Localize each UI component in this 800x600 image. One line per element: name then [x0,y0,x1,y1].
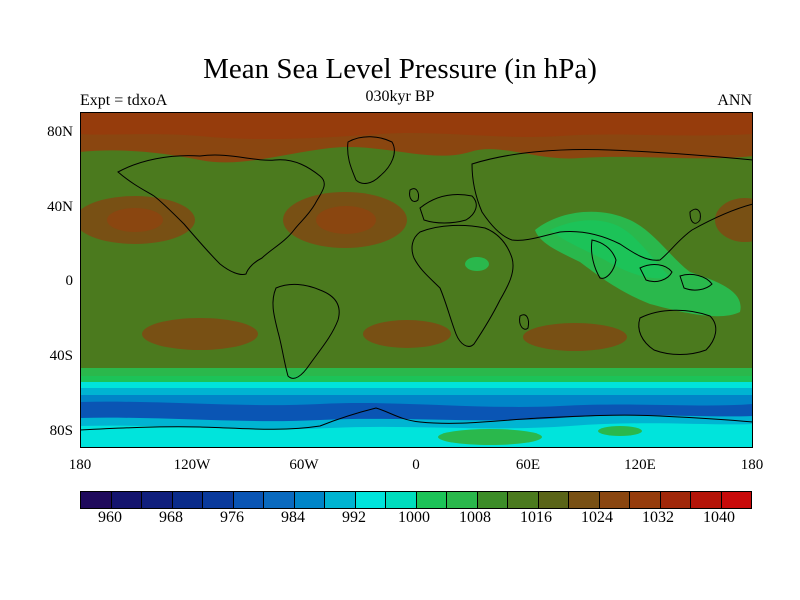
pressure-colorbar [80,491,752,509]
antarctic-high [438,429,542,445]
coastlines [80,136,753,431]
colorbar-swatch [477,492,508,508]
colorbar-label-1032: 1032 [642,509,674,526]
colorbar-label-976: 976 [220,509,244,526]
lon-tick-180e: 180 [740,457,764,473]
east-pacific-high [715,198,753,242]
experiment-label: Expt = tdxoA [80,92,168,109]
colorbar-label-968: 968 [159,509,183,526]
lon-tick-120e: 120E [624,457,656,473]
lat-tick-80n: 80N [47,124,73,140]
colorbar-swatch [81,492,112,508]
south-atlantic-high [363,320,451,348]
lon-tick-120w: 120W [173,457,211,473]
colorbar-label-960: 960 [98,509,122,526]
colorbar-swatch [569,492,600,508]
colorbar-swatch [630,492,661,508]
colorbar-swatch [599,492,630,508]
colorbar-swatch [264,492,295,508]
lat-tick-40s: 40S [49,348,73,364]
colorbar-swatch [325,492,356,508]
lon-tick-60e: 60E [515,457,541,473]
lat-tick-0: 0 [65,273,74,289]
colorbar-swatch [538,492,569,508]
colorbar-swatch [447,492,478,508]
colorbar-swatch [691,492,722,508]
pacific-high-core [107,208,163,232]
colorbar-label-1024: 1024 [581,509,613,526]
colorbar-swatch [386,492,417,508]
lon-tick-60w: 60W [289,457,319,473]
lat-tick-80s: 80S [49,423,73,439]
colorbar-label-1040: 1040 [703,509,735,526]
antarctic-field [80,423,753,448]
colorbar-label-1008: 1008 [459,509,491,526]
colorbar-label-1016: 1016 [520,509,552,526]
colorbar-swatch [172,492,203,508]
colorbar-swatch [508,492,539,508]
colorbar-swatch [233,492,264,508]
colorbar-swatch [203,492,234,508]
polar-high-core [80,112,753,140]
lon-tick-0: 0 [412,457,420,473]
indian-ocean-high [523,323,627,351]
colorbar-label-992: 992 [342,509,366,526]
colorbar-swatch [721,492,751,508]
pressure-map [80,112,753,448]
atlantic-high-core [316,206,376,234]
lon-tick-180w: 180 [68,457,92,473]
africa-low [465,257,489,271]
colorbar-swatch [660,492,691,508]
season-label: ANN [717,92,752,109]
map-subtitle: 030kyr BP [365,88,435,105]
colorbar-swatch [294,492,325,508]
lat-tick-40n: 40N [47,199,73,215]
south-pacific-high [142,318,258,350]
colorbar-label-984: 984 [281,509,305,526]
colorbar-swatch [111,492,142,508]
band-984 [80,388,753,396]
map-title: Mean Sea Level Pressure (in hPa) [203,53,597,85]
band-1000 [80,376,753,384]
colorbar-label-1000: 1000 [398,509,430,526]
band-992 [80,382,753,390]
colorbar-swatch [142,492,173,508]
antarctic-high-2 [598,426,642,436]
colorbar-swatch [355,492,386,508]
colorbar-swatch [416,492,447,508]
